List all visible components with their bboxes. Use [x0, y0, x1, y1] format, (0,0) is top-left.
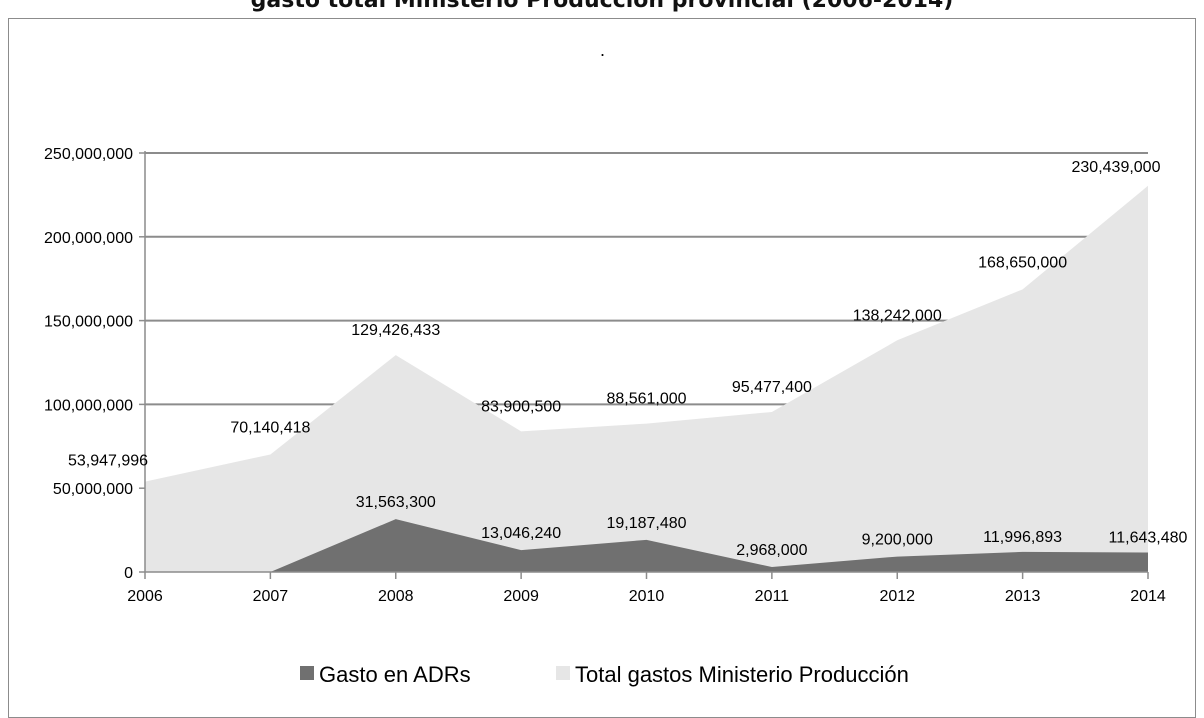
series-area-0 — [145, 519, 1148, 572]
x-tick-label: 2007 — [253, 588, 289, 605]
data-label: 9,200,000 — [862, 532, 933, 549]
data-label: 11,643,480 — [1109, 529, 1188, 546]
data-label: 53,947,996 — [68, 453, 148, 470]
y-tick-label: 250,000,000 — [44, 146, 133, 163]
data-label: 83,900,500 — [481, 398, 561, 415]
y-tick-label: 50,000,000 — [53, 481, 133, 498]
x-tick-label: 2009 — [503, 588, 539, 605]
y-tick-label: 0 — [124, 565, 133, 582]
data-label: 88,561,000 — [606, 391, 686, 408]
data-label: 11,996,893 — [983, 529, 1062, 546]
x-tick-label: 2011 — [755, 588, 790, 605]
data-label: 70,140,418 — [230, 419, 310, 436]
data-label: 31,563,300 — [356, 494, 436, 511]
y-tick-label: 200,000,000 — [44, 230, 133, 247]
x-tick-label: 2014 — [1130, 588, 1166, 605]
x-tick-label: 2012 — [879, 588, 915, 605]
x-tick-label: 2008 — [378, 588, 414, 605]
data-label-layer: 53,947,996 70,140,418 129,426,433 83,900,50… — [68, 159, 1188, 559]
data-label: 168,650,000 — [978, 254, 1067, 271]
data-label: 129,426,433 — [351, 322, 440, 339]
legend-label-1: Total gastos Ministerio Producción — [575, 662, 909, 687]
data-label: 13,046,240 — [481, 525, 561, 542]
legend-swatch-0 — [300, 666, 314, 680]
axis-layer: 0 50,000,000 100,000,000 150,000,000 200,000… — [44, 146, 1166, 605]
legend: Gasto en ADRs Total gastos Ministerio Pro… — [300, 662, 909, 687]
x-tick-label: 2006 — [127, 588, 163, 605]
legend-swatch-1 — [556, 666, 570, 680]
x-tick-label: 2010 — [629, 588, 665, 605]
data-label: 138,242,000 — [853, 307, 942, 324]
chart-title: gasto total Ministerio Producción provin… — [250, 0, 954, 13]
data-label: 230,439,000 — [1072, 159, 1161, 176]
y-tick-label: 150,000,000 — [44, 314, 133, 331]
data-label: 19,187,480 — [606, 515, 686, 532]
data-label: 2,968,000 — [736, 542, 807, 559]
data-label: 95,477,400 — [732, 379, 812, 396]
series-area-1 — [145, 185, 1148, 572]
y-tick-label: 100,000,000 — [44, 397, 133, 414]
x-tick-label: 2013 — [1005, 588, 1041, 605]
legend-label-0: Gasto en ADRs — [319, 662, 471, 687]
area-layer — [145, 185, 1148, 572]
chart-subtitle: . — [600, 40, 606, 60]
